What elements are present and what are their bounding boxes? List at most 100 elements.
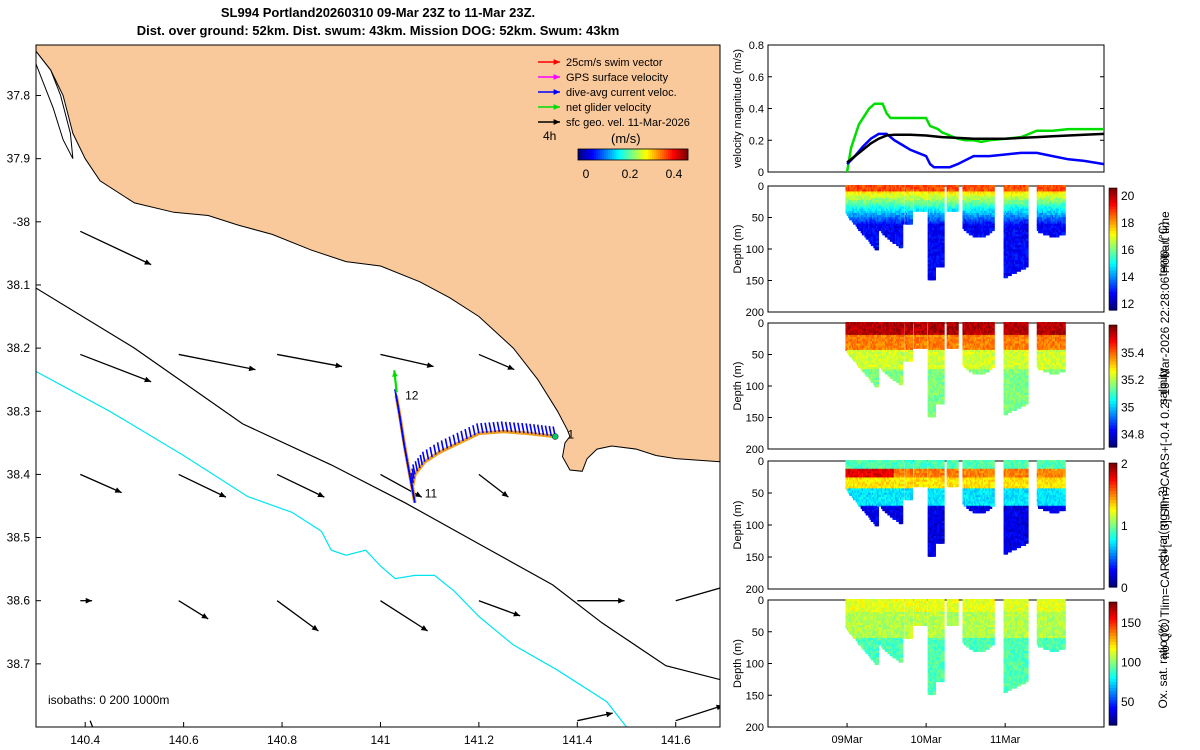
dive-avg-current-arrow bbox=[544, 425, 549, 436]
section-dot bbox=[955, 204, 959, 208]
dive-avg-current-arrow bbox=[410, 472, 415, 483]
section-dot bbox=[900, 223, 904, 227]
section-dot bbox=[955, 208, 959, 212]
section-dot bbox=[1025, 264, 1029, 268]
geo-arrow-13 bbox=[276, 600, 319, 632]
legend-label-3: net glider velocity bbox=[566, 102, 651, 114]
geo-arrow-18 bbox=[89, 720, 94, 727]
section-dot bbox=[909, 189, 914, 193]
section-dot bbox=[1004, 274, 1009, 279]
dive-avg-current-arrow bbox=[460, 430, 464, 442]
section-dot bbox=[934, 206, 938, 210]
section-dot bbox=[901, 187, 905, 191]
colorbar-cell bbox=[652, 149, 655, 160]
legend-swatch-0 bbox=[538, 59, 560, 65]
section-dot bbox=[941, 189, 945, 193]
temperature-section-dots bbox=[845, 185, 1066, 281]
section-dot bbox=[901, 212, 905, 217]
colorbar-cell bbox=[686, 149, 689, 160]
colorbar-cell bbox=[590, 149, 593, 160]
geo-arrow-1-head bbox=[144, 376, 152, 383]
section-dot bbox=[941, 221, 945, 225]
velocity-y-tick-label: 0 bbox=[758, 167, 764, 179]
section-dot bbox=[915, 187, 920, 191]
track-label-1: 11 bbox=[425, 486, 438, 500]
section-dot bbox=[924, 189, 928, 193]
geo-arrow-7 bbox=[178, 473, 227, 498]
colorbar-cell bbox=[614, 149, 617, 160]
colorbar-cell bbox=[608, 149, 611, 160]
colorbar-cell bbox=[668, 149, 671, 160]
dive-avg-current-arrow bbox=[484, 422, 488, 433]
section-dot bbox=[901, 189, 905, 193]
section-dot bbox=[900, 245, 904, 249]
section-dot bbox=[932, 277, 936, 281]
geo-arrow-9-head bbox=[414, 491, 422, 498]
temperature-section-y-tick-label: 0 bbox=[758, 181, 764, 193]
geo-arrow-15 bbox=[478, 600, 521, 617]
section-dot bbox=[901, 219, 905, 223]
geo-arrow-7-shaft bbox=[178, 473, 227, 498]
legend-swatch-0-head bbox=[553, 59, 560, 65]
title-line-1: SL994 Portland20260310 09-Mar 23Z to 11-… bbox=[220, 5, 536, 20]
colorbar-cell bbox=[584, 149, 587, 160]
map-y-tick-label: 38.1 bbox=[7, 278, 31, 292]
section-dot bbox=[941, 236, 945, 240]
colorbar-cell bbox=[672, 149, 675, 160]
section-dot bbox=[915, 185, 920, 189]
section-dot bbox=[932, 266, 936, 270]
section-dot bbox=[991, 212, 995, 217]
section-dot bbox=[991, 187, 995, 191]
dive-avg-current-arrow bbox=[504, 421, 509, 432]
geo-arrow-0 bbox=[80, 230, 152, 266]
section-dot bbox=[909, 212, 914, 217]
legend-swatch-4 bbox=[538, 119, 560, 125]
colorbar-cell bbox=[626, 149, 629, 160]
section-dot bbox=[934, 221, 938, 225]
section-dot bbox=[875, 234, 880, 238]
map-x-tick-label: 141.2 bbox=[464, 733, 494, 747]
legend-time-label: 4h bbox=[543, 129, 556, 143]
section-dot bbox=[989, 230, 993, 234]
geo-arrow-0-head bbox=[144, 259, 152, 265]
section-dot bbox=[934, 202, 938, 206]
section-dot bbox=[900, 234, 904, 238]
section-dot bbox=[909, 191, 914, 195]
colorbar-cell bbox=[670, 149, 673, 160]
section-dot bbox=[900, 232, 904, 236]
section-dot bbox=[909, 197, 914, 202]
section-dot bbox=[1014, 268, 1019, 272]
temperature-section-colorbar-tick-label: 18 bbox=[1121, 216, 1135, 230]
dive-avg-current-arrow bbox=[533, 424, 537, 435]
section-dot bbox=[934, 208, 938, 212]
section-dot bbox=[991, 223, 995, 227]
section-dot bbox=[924, 197, 928, 202]
colorbar-cell bbox=[612, 149, 615, 160]
section-dot bbox=[924, 202, 928, 206]
temperature-section-colorbar-tick-label: 20 bbox=[1121, 189, 1135, 203]
section-dot bbox=[941, 195, 945, 199]
geo-arrow-5-head bbox=[507, 364, 515, 370]
section-dot bbox=[934, 210, 938, 214]
section-dot bbox=[924, 193, 928, 197]
colorbar-cell bbox=[598, 149, 601, 160]
geo-arrow-2-head bbox=[248, 365, 256, 372]
legend-swatch-2-head bbox=[553, 89, 560, 95]
geo-arrow-18-shaft bbox=[89, 720, 94, 727]
geo-arrow-16-head bbox=[618, 597, 625, 604]
section-dot bbox=[915, 193, 920, 197]
section-dot bbox=[900, 382, 904, 386]
dive-avg-current-arrow bbox=[517, 422, 521, 433]
section-dot bbox=[991, 206, 995, 210]
section-dot bbox=[934, 219, 938, 223]
section-dot bbox=[900, 238, 904, 242]
geo-arrow-19 bbox=[577, 711, 613, 722]
colorbar-tick-label: 0.4 bbox=[666, 167, 683, 181]
geo-arrow-5-shaft bbox=[478, 353, 515, 371]
dive-avg-current-arrow bbox=[440, 440, 445, 451]
section-dot bbox=[991, 202, 995, 206]
section-dot bbox=[941, 187, 945, 191]
map-x-tick-label: 140.8 bbox=[267, 733, 297, 747]
